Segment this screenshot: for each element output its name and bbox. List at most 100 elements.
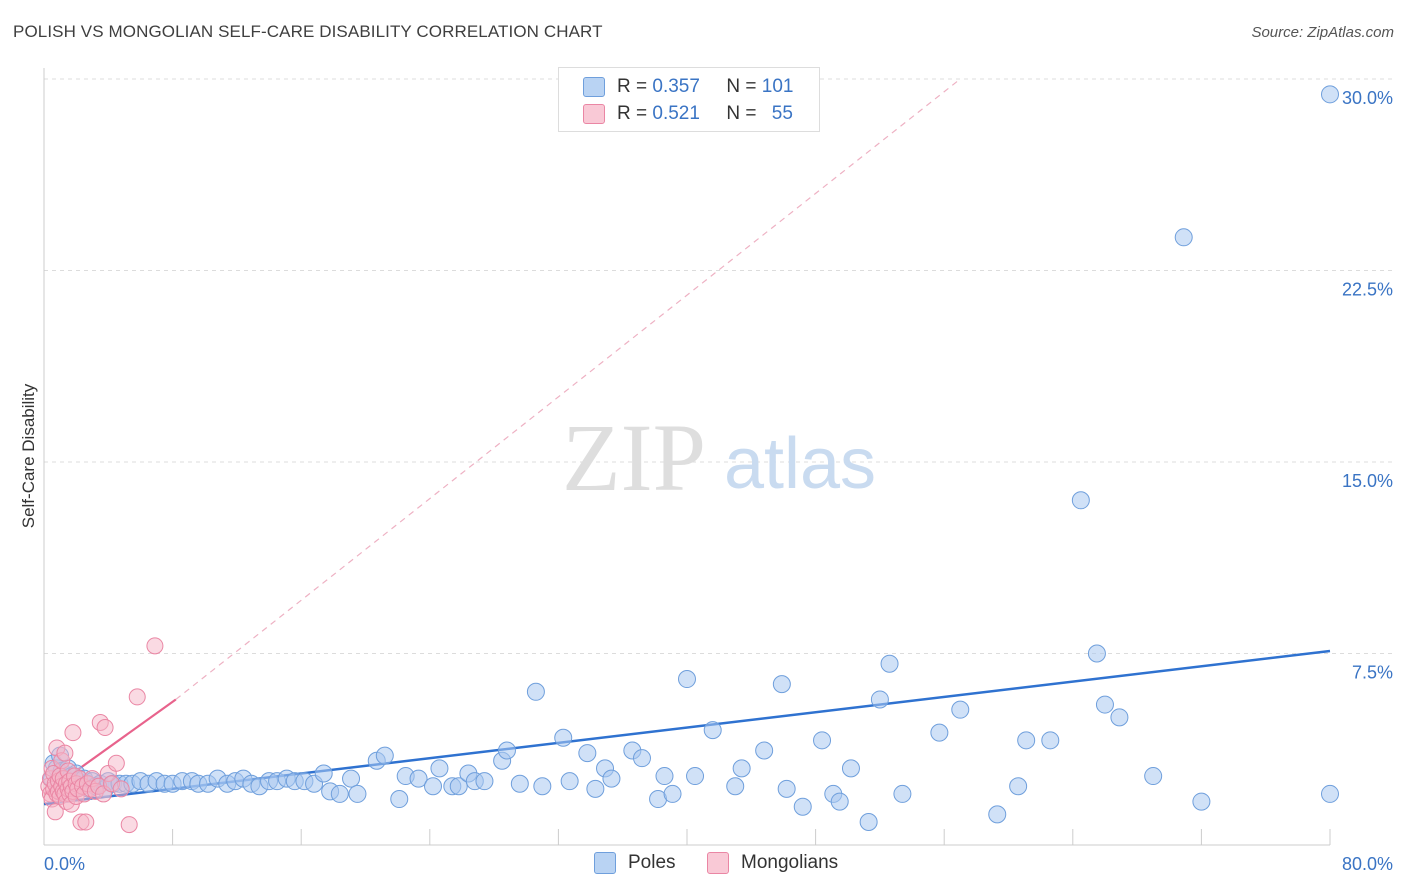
legend-item-poles[interactable]: Poles xyxy=(594,852,676,874)
y-tick-label-2: 22.5% xyxy=(1342,280,1393,300)
poles-point xyxy=(533,777,552,796)
mongolians-point xyxy=(56,744,74,762)
legend-row-poles: R = 0.357 N = 101 xyxy=(583,75,793,99)
poles-point xyxy=(678,670,696,689)
poles-point xyxy=(560,772,579,791)
poles-point xyxy=(732,759,751,778)
poles-point xyxy=(526,682,545,701)
poles-point xyxy=(497,741,516,760)
poles-point xyxy=(1192,792,1211,811)
watermark-zip: ZIP xyxy=(562,404,706,511)
watermark: ZIP atlas xyxy=(562,404,876,511)
poles-point xyxy=(1087,644,1106,663)
mongolians-point xyxy=(64,724,82,742)
poles-point xyxy=(772,675,791,694)
mongolians-n-value: 55 xyxy=(771,103,793,124)
mongolians-point xyxy=(146,637,164,655)
poles-point xyxy=(449,777,468,796)
poles-point xyxy=(813,731,832,750)
poles-point xyxy=(1017,731,1036,750)
poles-point xyxy=(930,723,949,742)
chart-title: POLISH VS MONGOLIAN SELF-CARE DISABILITY… xyxy=(13,22,603,41)
poles-point xyxy=(632,749,651,768)
poles-point xyxy=(578,744,597,763)
poles-point xyxy=(314,764,333,783)
poles-legend-swatch xyxy=(594,852,616,874)
poles-r-value: 0.357 xyxy=(652,76,700,97)
poles-point xyxy=(830,792,849,811)
legend-row-mongolians: R = 0.521 N = 55 xyxy=(583,102,793,126)
mongolians-r-value: 0.521 xyxy=(652,103,700,124)
mongolians-point xyxy=(120,816,138,834)
axes xyxy=(43,68,1331,846)
poles-point xyxy=(655,767,674,786)
source-label: Source: ZipAtlas.com xyxy=(1251,24,1394,41)
poles-point xyxy=(510,774,529,793)
mongolians-legend-swatch xyxy=(707,852,729,874)
poles-point xyxy=(880,654,899,673)
y-axis-label: Self-Care Disability xyxy=(19,383,38,528)
poles-point xyxy=(1321,784,1339,803)
poles-point xyxy=(951,700,970,719)
y-tick-label-1: 15.0% xyxy=(1342,471,1393,491)
tick-labels: 7.5% 15.0% 22.5% 30.0% 0.0% 80.0% xyxy=(44,88,1393,874)
y-tick-label-3: 30.0% xyxy=(1342,88,1393,108)
poles-point xyxy=(859,813,878,832)
poles-point xyxy=(1110,708,1129,727)
poles-point xyxy=(893,784,912,803)
x-tick-label-max: 80.0% xyxy=(1342,854,1393,874)
poles-point xyxy=(602,769,621,788)
mongolians-swatch xyxy=(583,104,605,124)
mongolians-n-label: N = xyxy=(726,103,757,124)
poles-point xyxy=(686,767,705,786)
poles-point xyxy=(870,690,889,709)
poles-point xyxy=(348,784,367,803)
poles-r-label: R = xyxy=(617,76,648,97)
mongolians-legend-label: Mongolians xyxy=(741,852,839,873)
y-tick-label-0: 7.5% xyxy=(1352,663,1393,683)
poles-point xyxy=(330,784,349,803)
mongolians-point xyxy=(128,688,146,706)
poles-point xyxy=(409,769,428,788)
series-legend: Poles Mongolians xyxy=(0,852,1406,878)
poles-n-label: N = xyxy=(726,76,757,97)
poles-point xyxy=(430,759,449,778)
mongolians-r-label: R = xyxy=(617,103,648,124)
mongolians-trend-extension xyxy=(175,78,961,700)
mongolians-point xyxy=(107,754,125,772)
poles-swatch xyxy=(583,77,605,97)
poles-point xyxy=(1071,491,1090,510)
poles-point xyxy=(777,779,796,798)
poles-point xyxy=(703,721,722,740)
poles-point xyxy=(1095,695,1114,714)
poles-point xyxy=(841,759,860,778)
poles-legend-label: Poles xyxy=(628,852,676,873)
grid-lines xyxy=(44,78,1392,654)
poles-point xyxy=(586,779,605,798)
watermark-atlas: atlas xyxy=(724,424,876,504)
poles-point xyxy=(1009,777,1028,796)
poles-point xyxy=(988,805,1007,824)
mongolians-point xyxy=(46,803,64,821)
poles-point xyxy=(1321,85,1339,104)
mongolians-point xyxy=(112,780,130,798)
poles-point xyxy=(554,728,573,747)
poles-point xyxy=(475,772,494,791)
poles-point xyxy=(342,769,361,788)
mongolians-point xyxy=(77,813,95,831)
poles-point xyxy=(375,746,394,765)
poles-point xyxy=(424,777,443,796)
x-tick-label-min: 0.0% xyxy=(44,854,85,874)
data-points xyxy=(40,85,1339,834)
poles-point xyxy=(1174,228,1193,247)
mongolians-point xyxy=(96,719,114,737)
legend-item-mongolians[interactable]: Mongolians xyxy=(707,852,838,874)
poles-point xyxy=(755,741,774,760)
correlation-legend: R = 0.357 N = 101 R = 0.521 N = 55 xyxy=(558,67,820,132)
poles-point xyxy=(390,790,409,809)
poles-point xyxy=(663,784,682,803)
poles-point xyxy=(1041,731,1060,750)
poles-point xyxy=(1144,767,1163,786)
poles-n-value: 101 xyxy=(761,76,794,97)
